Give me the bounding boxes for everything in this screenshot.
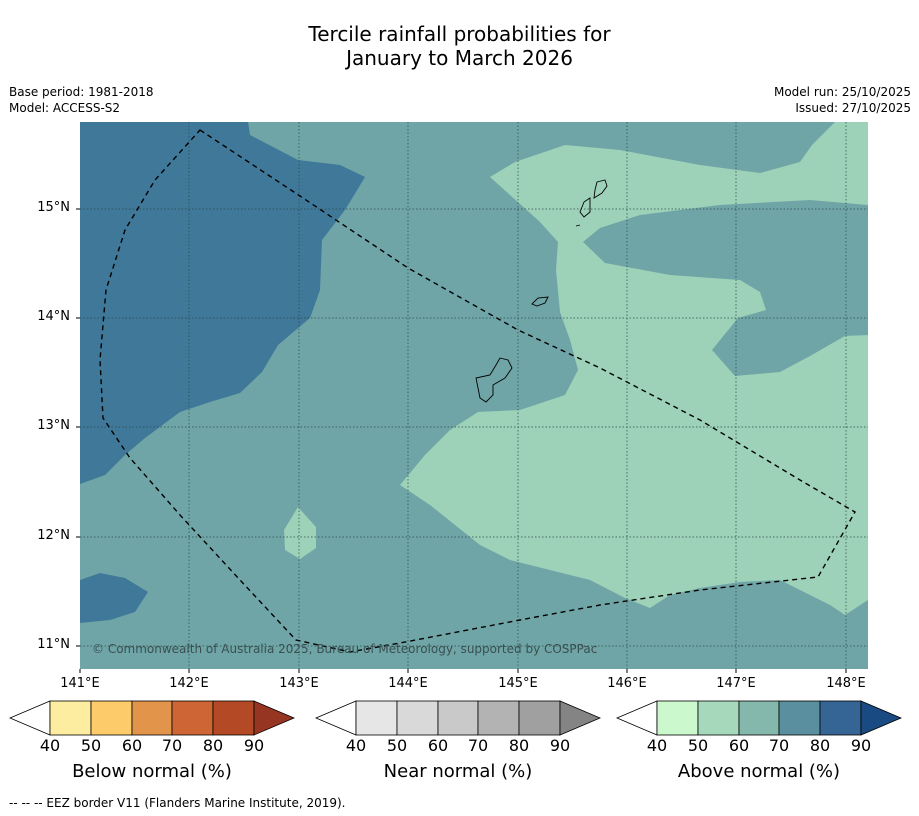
- cb-near-tick: 40: [345, 736, 367, 755]
- lon-label-142e: 142°E: [169, 676, 209, 691]
- title-line-1: Tercile rainfall probabilities for: [308, 22, 611, 46]
- cb-above-tick: 50: [687, 736, 709, 755]
- cb-below-tick: 70: [161, 736, 183, 755]
- lat-label-12n: 12°N: [37, 528, 70, 543]
- cb-below-tick: 40: [39, 736, 61, 755]
- gridlines: [80, 122, 868, 669]
- tinian-island: [579, 197, 591, 218]
- cb-near-tick: 60: [427, 736, 449, 755]
- colorbar-above-normal: [615, 700, 903, 736]
- aguijan-island: [575, 224, 581, 227]
- colorbar-near-normal: [314, 700, 602, 736]
- cb-below-tick: 90: [243, 736, 265, 755]
- saipan-island: [593, 179, 608, 199]
- above-50-60-region-east: [400, 122, 868, 615]
- cb-near-label: Near normal (%): [383, 761, 533, 782]
- cb-above-tick: 70: [768, 736, 790, 755]
- lon-label-145e: 145°E: [498, 676, 538, 691]
- above-70-80-region-southwest: [80, 573, 148, 623]
- cb-above-label: Above normal (%): [677, 761, 841, 782]
- eez-border: [99, 129, 856, 653]
- rota-island: [531, 296, 549, 307]
- lon-label-144e: 144°E: [388, 676, 428, 691]
- cb-above-tick: 90: [850, 736, 872, 755]
- base-period: Base period: 1981-2018: [9, 85, 154, 99]
- lat-label-11n: 11°N: [37, 637, 70, 652]
- footnote: -- -- -- EEZ border V11 (Flanders Marine…: [9, 796, 346, 810]
- cb-below-tick: 50: [80, 736, 102, 755]
- lat-label-15n: 15°N: [37, 200, 70, 215]
- axis-ticks: [76, 208, 847, 673]
- copyright-text: © Commonwealth of Australia 2025, Bureau…: [92, 642, 597, 656]
- cb-near-tick: 90: [549, 736, 571, 755]
- cb-below-tick: 60: [121, 736, 143, 755]
- lon-label-147e: 147°E: [716, 676, 756, 691]
- cb-above-tick: 60: [728, 736, 750, 755]
- above-70-80-region-west: [80, 122, 365, 484]
- cb-above-tick: 40: [646, 736, 668, 755]
- island-outlines: [475, 179, 608, 403]
- lon-label-148e: 148°E: [826, 676, 866, 691]
- meta-right: Model run: 25/10/2025 Issued: 27/10/2025: [774, 84, 911, 116]
- chart-title: Tercile rainfall probabilities for Janua…: [0, 22, 919, 70]
- above-50-60-region-small: [284, 507, 316, 559]
- cb-near-tick: 80: [508, 736, 530, 755]
- meta-left: Base period: 1981-2018 Model: ACCESS-S2: [9, 84, 154, 116]
- cb-near-tick: 50: [386, 736, 408, 755]
- cb-near-tick: 70: [467, 736, 489, 755]
- cb-above-tick: 80: [809, 736, 831, 755]
- lon-label-143e: 143°E: [279, 676, 319, 691]
- guam-island: [475, 357, 513, 403]
- lon-label-141e: 141°E: [60, 676, 100, 691]
- model-run: Model run: 25/10/2025: [773, 85, 911, 99]
- lat-label-13n: 13°N: [37, 418, 70, 433]
- cb-below-tick: 80: [202, 736, 224, 755]
- cb-below-label: Below normal (%): [72, 761, 232, 782]
- issued-date: Issued: 27/10/2025: [795, 101, 911, 115]
- lat-label-14n: 14°N: [37, 309, 70, 324]
- model-name: Model: ACCESS-S2: [9, 101, 121, 115]
- map-panel: © Commonwealth of Australia 2025, Bureau…: [80, 122, 868, 669]
- lon-label-146e: 146°E: [607, 676, 647, 691]
- title-line-2: January to March 2026: [346, 46, 573, 70]
- colorbar-below-normal: [8, 700, 296, 736]
